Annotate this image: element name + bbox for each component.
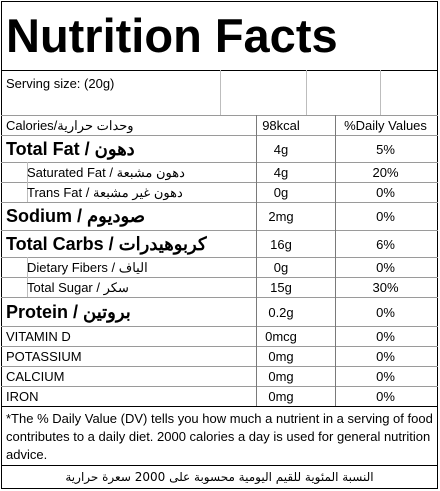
divider (1, 386, 438, 387)
divider (1, 202, 438, 203)
table-row: Dietary Fibers / الياف 0g 0% (0, 258, 440, 277)
label-title: Nutrition Facts (6, 9, 338, 62)
nutrient-amount: 2mg (268, 209, 294, 224)
nutrient-amount: 16g (270, 236, 292, 252)
divider (1, 115, 438, 116)
table-row: Sodium / صوديوم 2mg 0% (0, 203, 440, 230)
divider (1, 135, 438, 136)
nutrient-name: CALCIUM (6, 369, 65, 384)
nutrient-daily-value: 0% (376, 209, 395, 224)
nutrient-amount: 0mg (268, 389, 294, 404)
header-daily-values: %Daily Values (344, 118, 427, 133)
nutrient-daily-value: 0% (376, 389, 395, 404)
table-row: Total Fat / دهون 4g 5% (0, 136, 440, 162)
header-calories-label: Calories/وحدات حرارية (6, 117, 134, 133)
divider (27, 257, 28, 297)
table-row: Total Carbs / كربوهيدرات 16g 6% (0, 231, 440, 257)
divider (1, 162, 438, 163)
divider (1, 465, 438, 466)
nutrient-name: Total Fat / دهون (6, 138, 135, 159)
nutrient-amount: 0mg (268, 349, 294, 364)
nutrient-daily-value: 0% (376, 369, 395, 384)
nutrient-name: Trans Fat / دهون غير مشبعة (27, 184, 183, 200)
divider (1, 346, 438, 347)
nutrient-name: Sodium / صوديوم (6, 206, 146, 226)
nutrient-daily-value: 0% (376, 185, 395, 200)
nutrient-amount: 0mg (268, 369, 294, 384)
table-row: Saturated Fat / دهون مشبعة 4g 20% (0, 163, 440, 182)
nutrient-amount: 0.2g (268, 304, 294, 320)
nutrient-amount: 15g (270, 280, 292, 295)
divider (256, 115, 257, 406)
nutrient-name: POTASSIUM (6, 349, 82, 364)
divider (1, 257, 438, 258)
table-row: Protein / بروتين 0.2g 0% (0, 298, 440, 326)
nutrient-amount: 0mcg (265, 329, 297, 344)
table-row: VITAMIN D 0mcg 0% (0, 327, 440, 346)
nutrient-name: Total Sugar / سكر (27, 279, 129, 295)
divider (1, 182, 438, 183)
nutrient-daily-value: 20% (372, 165, 399, 180)
nutrient-daily-value: 0% (376, 349, 395, 364)
footnote: *The % Daily Value (DV) tells you how mu… (6, 411, 433, 462)
nutrient-name: Protein / بروتين (6, 301, 131, 322)
nutrient-name: Saturated Fat / دهون مشبعة (27, 164, 185, 180)
nutrient-daily-value: 5% (376, 141, 395, 157)
footnote-arabic: النسبة المئوية للقيم اليومية محسوبة على … (65, 470, 374, 484)
divider (1, 70, 438, 71)
divider (1, 326, 438, 327)
divider (380, 70, 381, 115)
nutrient-name: Dietary Fibers / الياف (27, 259, 148, 275)
nutrient-name: IRON (6, 389, 39, 404)
nutrient-amount: 4g (273, 141, 289, 157)
divider (306, 70, 307, 115)
nutrient-daily-value: 0% (376, 329, 395, 344)
nutrient-amount: 0g (273, 185, 289, 200)
nutrient-daily-value: 0% (376, 260, 395, 275)
divider (1, 297, 438, 298)
table-header-row: Calories/وحدات حرارية 98kcal %Daily Valu… (0, 116, 440, 135)
table-row: Total Sugar / سكر 15g 30% (0, 278, 440, 297)
divider (1, 230, 438, 231)
table-row: Trans Fat / دهون غير مشبعة 0g 0% (0, 183, 440, 202)
nutrient-amount: 4g (273, 165, 289, 180)
nutrient-daily-value: 30% (372, 280, 399, 295)
divider (220, 70, 221, 115)
table-row: IRON 0mg 0% (0, 387, 440, 406)
nutrient-name: VITAMIN D (6, 329, 71, 344)
nutrient-amount: 0g (273, 260, 289, 275)
nutrient-daily-value: 0% (376, 304, 395, 320)
divider (335, 115, 336, 406)
divider (27, 162, 28, 202)
serving-size: Serving size: (20g) (6, 76, 115, 91)
divider (1, 277, 438, 278)
table-row: POTASSIUM 0mg 0% (0, 347, 440, 366)
divider (1, 366, 438, 367)
nutrient-daily-value: 6% (376, 236, 395, 252)
header-calories-amount: 98kcal (262, 118, 300, 133)
nutrient-name: Total Carbs / كربوهيدرات (6, 233, 207, 254)
table-row: CALCIUM 0mg 0% (0, 367, 440, 386)
divider (1, 406, 438, 407)
